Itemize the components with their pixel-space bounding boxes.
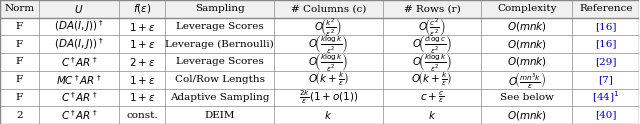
Text: Leverage Scores: Leverage Scores xyxy=(175,22,264,31)
Text: $O(mnk)$: $O(mnk)$ xyxy=(507,55,547,68)
Text: $O(mnk)$: $O(mnk)$ xyxy=(507,109,547,122)
Text: $C^\dagger AR^\dagger$: $C^\dagger AR^\dagger$ xyxy=(61,91,97,104)
Text: $U$: $U$ xyxy=(74,3,84,15)
Text: # Rows (r): # Rows (r) xyxy=(404,4,460,13)
Text: $1+\varepsilon$: $1+\varepsilon$ xyxy=(129,74,156,86)
Text: F: F xyxy=(16,22,23,31)
Text: $(DA(I,J))^\dagger$: $(DA(I,J))^\dagger$ xyxy=(54,19,104,34)
Text: $O\!\left(k+\frac{k}{\varepsilon}\right)$: $O\!\left(k+\frac{k}{\varepsilon}\right)… xyxy=(308,71,349,88)
Text: [44]$^1$: [44]$^1$ xyxy=(592,90,620,105)
Text: $k$: $k$ xyxy=(324,109,333,121)
Text: $O\!\left(\frac{k\log k}{\varepsilon^2}\right)$: $O\!\left(\frac{k\log k}{\varepsilon^2}\… xyxy=(412,51,452,73)
Text: Adaptive Sampling: Adaptive Sampling xyxy=(170,93,269,102)
Text: F: F xyxy=(16,93,23,102)
Text: $O\!\left(\frac{c\log c}{\varepsilon^2}\right)$: $O\!\left(\frac{c\log c}{\varepsilon^2}\… xyxy=(412,33,452,55)
Text: $c+\frac{c}{\varepsilon}$: $c+\frac{c}{\varepsilon}$ xyxy=(420,90,444,105)
Text: $O\!\left(\frac{k^2}{\varepsilon^2}\right)$: $O\!\left(\frac{k^2}{\varepsilon^2}\righ… xyxy=(314,16,342,38)
Text: [7]: [7] xyxy=(598,75,613,84)
Text: $C^\dagger AR^\dagger$: $C^\dagger AR^\dagger$ xyxy=(61,108,97,122)
Text: Leverage (Bernoulli): Leverage (Bernoulli) xyxy=(165,40,274,49)
Text: $O\!\left(k+\frac{k}{\varepsilon}\right)$: $O\!\left(k+\frac{k}{\varepsilon}\right)… xyxy=(412,71,452,88)
Text: $f(\varepsilon)$: $f(\varepsilon)$ xyxy=(133,2,152,15)
Text: $2+\varepsilon$: $2+\varepsilon$ xyxy=(129,56,156,68)
Text: $O(mnk)$: $O(mnk)$ xyxy=(507,38,547,51)
Text: [16]: [16] xyxy=(595,40,616,49)
Text: $O\!\left(\frac{mn^3k}{\varepsilon}\right)$: $O\!\left(\frac{mn^3k}{\varepsilon}\righ… xyxy=(508,70,546,90)
Text: $1+\varepsilon$: $1+\varepsilon$ xyxy=(129,91,156,103)
Text: See below: See below xyxy=(500,93,554,102)
Text: F: F xyxy=(16,40,23,49)
Text: DEIM: DEIM xyxy=(204,111,235,120)
Text: F: F xyxy=(16,75,23,84)
Text: $\frac{2k}{\varepsilon}(1+o(1))$: $\frac{2k}{\varepsilon}(1+o(1))$ xyxy=(298,89,358,106)
Text: Reference: Reference xyxy=(579,4,632,13)
Text: [29]: [29] xyxy=(595,57,616,66)
Text: # Columns (c): # Columns (c) xyxy=(291,4,366,13)
Text: [16]: [16] xyxy=(595,22,616,31)
Text: Col/Row Lengths: Col/Row Lengths xyxy=(175,75,264,84)
Bar xyxy=(0,0,639,18)
Text: $O\!\left(\frac{k\log k}{\varepsilon^2}\right)$: $O\!\left(\frac{k\log k}{\varepsilon^2}\… xyxy=(308,33,349,55)
Text: [40]: [40] xyxy=(595,111,616,120)
Text: 2: 2 xyxy=(16,111,22,120)
Text: $1+\varepsilon$: $1+\varepsilon$ xyxy=(129,38,156,50)
Text: Leverage Scores: Leverage Scores xyxy=(175,57,264,66)
Text: $O(mnk)$: $O(mnk)$ xyxy=(507,20,547,33)
Text: $O\!\left(\frac{c^2}{\varepsilon^2}\right)$: $O\!\left(\frac{c^2}{\varepsilon^2}\righ… xyxy=(419,16,445,38)
Text: const.: const. xyxy=(127,111,158,120)
Text: $MC^\dagger AR^\dagger$: $MC^\dagger AR^\dagger$ xyxy=(56,73,102,87)
Text: $k$: $k$ xyxy=(428,109,436,121)
Text: Complexity: Complexity xyxy=(497,4,557,13)
Text: $(DA(I,J))^\dagger$: $(DA(I,J))^\dagger$ xyxy=(54,36,104,52)
Text: $O\!\left(\frac{k\log k}{\varepsilon^2}\right)$: $O\!\left(\frac{k\log k}{\varepsilon^2}\… xyxy=(308,51,349,73)
Text: Norm: Norm xyxy=(4,4,35,13)
Text: Sampling: Sampling xyxy=(195,4,244,13)
Text: F: F xyxy=(16,57,23,66)
Text: $C^\dagger AR^\dagger$: $C^\dagger AR^\dagger$ xyxy=(61,55,97,69)
Text: $1+\varepsilon$: $1+\varepsilon$ xyxy=(129,21,156,33)
